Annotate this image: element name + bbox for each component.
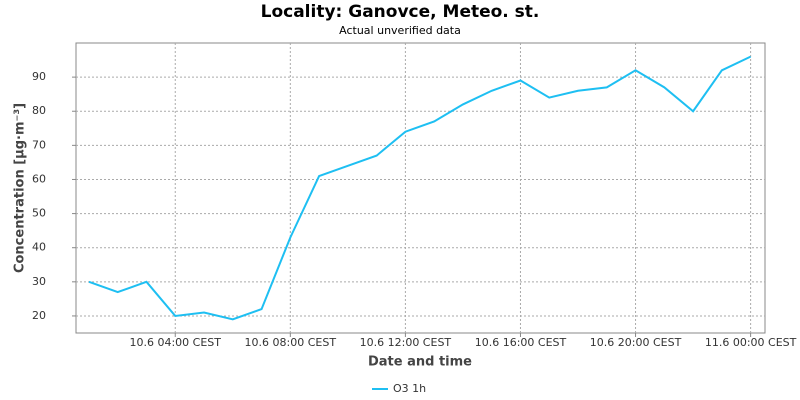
x-tick-label: 10.6 16:00 CEST <box>475 336 567 349</box>
x-axis-label: Date and time <box>368 355 472 370</box>
legend-label: O3 1h <box>393 382 426 395</box>
y-tick-label: 40 <box>32 241 46 254</box>
x-tick-label: 10.6 12:00 CEST <box>360 336 452 349</box>
data-line <box>88 55 752 321</box>
plot-area <box>75 42 766 334</box>
x-tick-label: 11.6 00:00 CEST <box>705 336 797 349</box>
x-tick-label: 10.6 08:00 CEST <box>245 336 337 349</box>
y-tick-label: 80 <box>32 104 46 117</box>
chart-subtitle: Actual unverified data <box>339 24 461 37</box>
chart-title: Locality: Ganovce, Meteo. st. <box>261 2 540 22</box>
x-tick-label: 10.6 04:00 CEST <box>129 336 221 349</box>
y-tick-label: 60 <box>32 172 46 185</box>
y-tick-label: 70 <box>32 138 46 151</box>
y-tick-label: 30 <box>32 275 46 288</box>
y-axis-label: Concentration [µg·m⁻³] <box>13 103 28 273</box>
y-tick-label: 50 <box>32 207 46 220</box>
y-tick-label: 90 <box>32 70 46 83</box>
x-tick-label: 10.6 20:00 CEST <box>590 336 682 349</box>
y-tick-label: 20 <box>32 309 46 322</box>
